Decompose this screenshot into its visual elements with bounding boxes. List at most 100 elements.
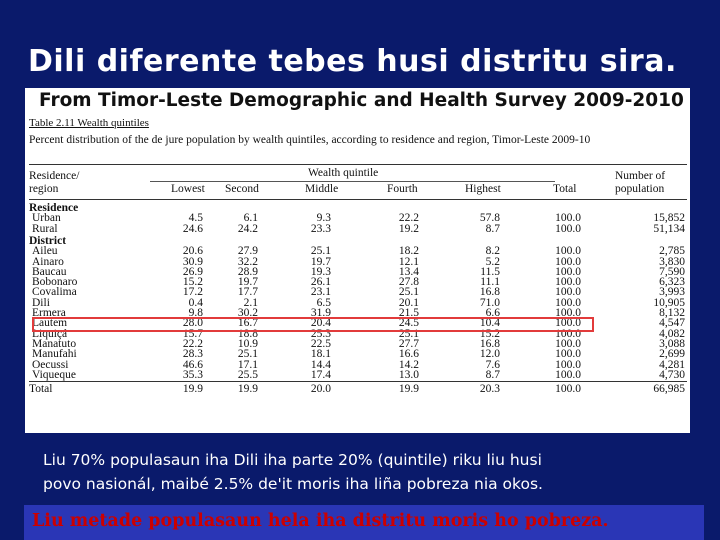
table-cell: 4.5 — [188, 212, 203, 225]
table-cell: 28.9 — [237, 265, 258, 278]
table-cell: 9.3 — [316, 212, 331, 225]
total-cell: 20.0 — [310, 383, 331, 396]
table-cell: 19.2 — [398, 222, 419, 235]
table-cell: 4,547 — [659, 317, 685, 330]
row-name: Ermera — [32, 307, 66, 319]
table-cell: 28.0 — [182, 317, 203, 330]
table-description: Percent distribution of the de jure popu… — [29, 134, 591, 146]
header-number-line1: Number of — [615, 170, 666, 182]
table-cell: 100.0 — [555, 296, 581, 309]
table-cell: 20.4 — [310, 317, 331, 330]
document-heading: From Timor-Leste Demographic and Health … — [39, 90, 684, 111]
row-name: Urban — [32, 212, 61, 225]
table-cell: 35.3 — [182, 368, 203, 381]
row-name: Bobonaro — [32, 276, 78, 289]
total-cell: 19.9 — [398, 383, 419, 396]
table-cell: 28.3 — [182, 348, 203, 361]
table-cell: 22.2 — [182, 337, 203, 350]
table-cell: 6.5 — [316, 296, 331, 309]
table-cell: 25.1 — [398, 286, 419, 299]
table-cell: 10.9 — [237, 337, 258, 350]
header-bottom-rule — [29, 199, 687, 200]
table-cell: 100.0 — [555, 327, 581, 340]
slide-title: Dili diferente tebes husi distritu sira. — [28, 44, 677, 79]
row-name: Baucau — [32, 265, 67, 278]
table-cell: 4,281 — [659, 358, 685, 371]
table-cell: 5.2 — [485, 255, 500, 268]
table-cell: 16.8 — [479, 286, 500, 299]
table-top-rule — [29, 164, 687, 165]
row-name: Lautem — [32, 317, 68, 330]
table-cell: 100.0 — [555, 368, 581, 381]
table-cell: 51,134 — [653, 222, 685, 235]
caption: Liu 70% populasaun iha Dili iha parte 20… — [43, 448, 693, 496]
table-cell: 15.2 — [479, 327, 500, 340]
table-cell: 17.2 — [182, 286, 203, 299]
total-rule — [29, 381, 687, 383]
table-cell: 15,852 — [653, 212, 685, 225]
table-cell: 7.6 — [485, 358, 500, 371]
row-name: Rural — [32, 222, 58, 235]
table-cell: 20.6 — [182, 245, 203, 258]
table-cell: 4,730 — [659, 368, 685, 381]
table-cell: 3,830 — [659, 255, 685, 268]
table-cell: 32.2 — [237, 255, 258, 268]
table-cell: 11.5 — [480, 265, 500, 278]
row-name: Manufahi — [32, 348, 77, 361]
caption-line-2: povo nasionál, maibé 2.5% de'it moris ih… — [43, 475, 543, 493]
row-name: Oecussi — [32, 358, 69, 371]
row-name: Manatuto — [32, 337, 77, 350]
table-cell: 25.3 — [310, 327, 331, 340]
table-cell: 26.1 — [310, 276, 331, 289]
table-cell: 18.8 — [237, 327, 258, 340]
row-name: Liquiçá — [32, 327, 68, 340]
row-name: Covalima — [32, 286, 77, 299]
table-cell: 16.6 — [398, 348, 419, 361]
table-cell: 100.0 — [555, 265, 581, 278]
table-caption: Table 2.11 Wealth quintiles — [29, 117, 149, 129]
table-cell: 27.7 — [398, 337, 419, 350]
dili-highlight-box — [32, 317, 594, 332]
table-cell: 17.4 — [310, 368, 331, 381]
table-cell: 22.2 — [398, 212, 419, 225]
total-row-name: Total — [29, 383, 53, 396]
total-cell: 66,985 — [653, 383, 685, 396]
table-cell: 15.7 — [182, 327, 203, 340]
header-middle: Middle — [305, 183, 339, 195]
table-cell: 16.7 — [237, 317, 258, 330]
table-cell: 10.4 — [479, 317, 500, 330]
table-cell: 17.1 — [237, 358, 258, 371]
total-cell: 19.9 — [182, 383, 203, 396]
table-cell: 8.7 — [485, 222, 500, 235]
table-cell: 24.6 — [182, 222, 203, 235]
table-cell: 57.8 — [479, 212, 500, 225]
table-cell: 7,590 — [659, 265, 685, 278]
table-cell: 13.4 — [398, 265, 419, 278]
table-cell: 100.0 — [555, 358, 581, 371]
table-cell: 100.0 — [555, 317, 581, 330]
table-cell: 24.5 — [398, 317, 419, 330]
table-cell: 100.0 — [555, 276, 581, 289]
table-cell: 25.1 — [237, 348, 258, 361]
table-cell: 27.8 — [398, 276, 419, 289]
header-highest: Highest — [465, 183, 501, 195]
table-cell: 2,785 — [659, 245, 685, 258]
table-cell: 27.9 — [237, 245, 258, 258]
table-cell: 9.8 — [188, 307, 203, 319]
table-cell: 13.0 — [398, 368, 419, 381]
total-cell: 19.9 — [237, 383, 258, 396]
table-cell: 100.0 — [555, 337, 581, 350]
table-cell: 16.8 — [479, 337, 500, 350]
table-cell: 71.0 — [479, 296, 500, 309]
table-cell: 6,323 — [659, 276, 685, 289]
conclusion-banner: Liu metade populasaun hela iha distritu … — [24, 505, 704, 540]
section-label: District — [29, 234, 67, 247]
table-cell: 21.5 — [398, 307, 419, 319]
table-cell: 25.1 — [310, 245, 331, 258]
table-cell: 15.2 — [182, 276, 203, 289]
table-cell: 6.6 — [485, 307, 500, 319]
table-cell: 100.0 — [555, 245, 581, 258]
table-cell: 2.1 — [243, 296, 258, 309]
table-cell: 100.0 — [555, 307, 581, 319]
table-cell: 12.1 — [398, 255, 419, 268]
